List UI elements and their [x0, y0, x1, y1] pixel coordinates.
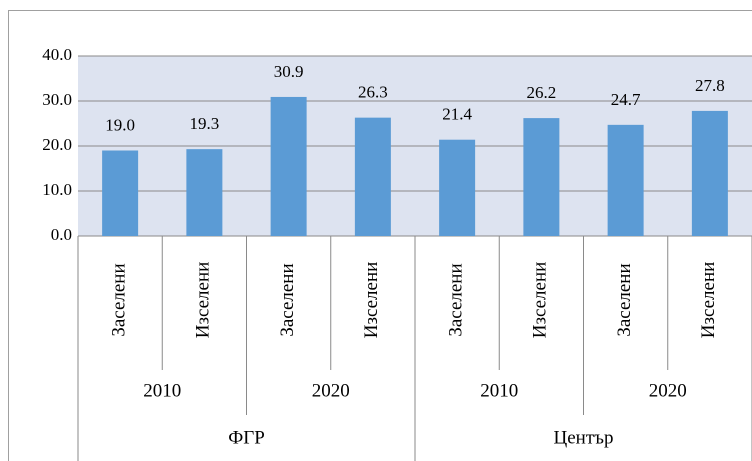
x-tick-label: Изселени: [193, 262, 214, 339]
x-tick-label: Изселени: [698, 262, 719, 339]
bar: [186, 149, 223, 236]
group-label: 2020: [649, 380, 687, 401]
group-label: 2010: [143, 380, 181, 401]
value-label: 21.4: [442, 105, 472, 124]
value-label: 26.3: [358, 83, 388, 102]
bar: [607, 124, 644, 236]
bar: [354, 117, 391, 236]
x-tick-label: Заселени: [445, 263, 466, 336]
x-tick-label: Заселени: [277, 263, 298, 336]
value-label: 30.9: [274, 62, 304, 81]
supergroup-label: ФГР: [228, 427, 265, 448]
bar: [523, 118, 560, 236]
value-label: 27.8: [695, 76, 725, 95]
x-tick-label: Изселени: [361, 262, 382, 339]
value-label: 19.3: [190, 114, 220, 133]
x-tick-label: Заселени: [108, 263, 129, 336]
x-tick-label: Изселени: [530, 262, 551, 339]
value-label: 24.7: [611, 90, 641, 109]
value-label: 19.0: [105, 115, 135, 134]
group-label: 2010: [480, 380, 518, 401]
y-tick-label: 20.0: [42, 135, 72, 154]
bar: [270, 96, 307, 236]
group-label: 2020: [312, 380, 350, 401]
value-label: 26.2: [527, 83, 557, 102]
y-tick-label: 10.0: [42, 180, 72, 199]
supergroup-label: Център: [554, 427, 614, 448]
x-tick-label: Заселени: [614, 263, 635, 336]
y-tick-label: 0.0: [51, 225, 72, 244]
bar: [691, 110, 728, 236]
y-tick-label: 40.0: [42, 45, 72, 64]
y-tick-label: 30.0: [42, 90, 72, 109]
bar: [102, 150, 139, 236]
bar: [439, 139, 476, 236]
